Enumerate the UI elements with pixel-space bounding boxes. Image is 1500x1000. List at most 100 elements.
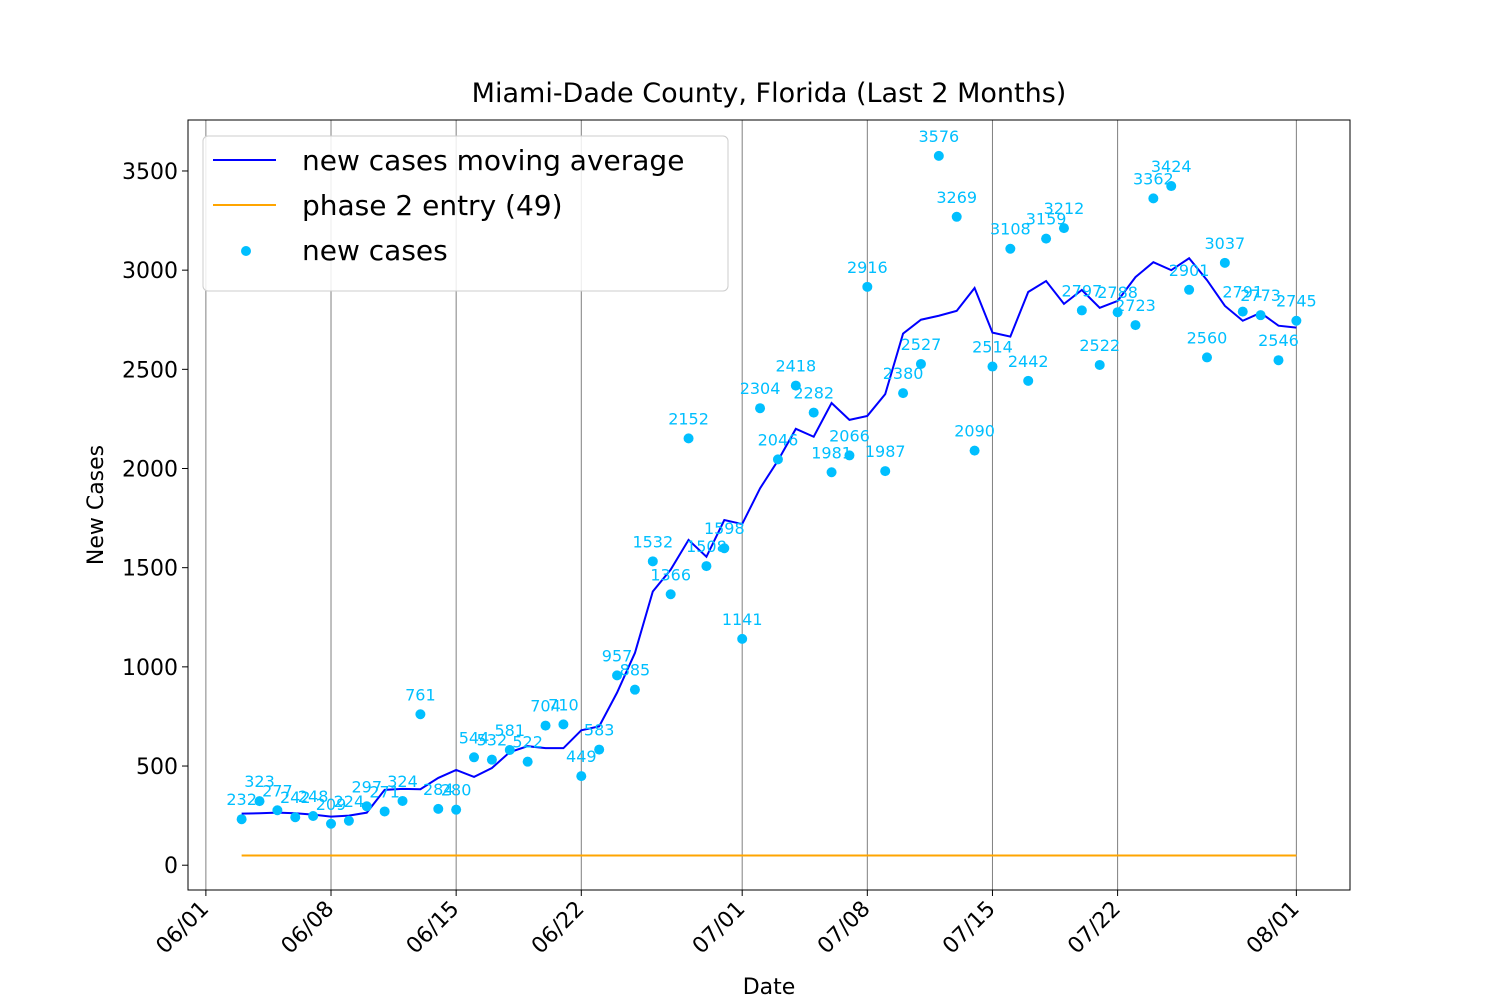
data-label: 581 — [495, 721, 526, 740]
scatter-point — [898, 388, 909, 399]
data-label: 323 — [244, 772, 275, 791]
y-tick-label: 1000 — [122, 656, 178, 681]
scatter-point — [272, 805, 283, 816]
scatter-point — [755, 403, 766, 414]
scatter-point — [522, 756, 533, 767]
data-label: 2418 — [775, 357, 816, 376]
scatter-point — [326, 818, 337, 829]
scatter-point — [504, 744, 515, 755]
data-label: 2066 — [829, 426, 870, 445]
y-tick-label: 1500 — [122, 557, 178, 582]
data-label: 761 — [405, 685, 436, 704]
data-label: 284 — [423, 780, 454, 799]
scatter-point — [576, 771, 587, 782]
scatter-point — [379, 806, 390, 817]
data-label: 2380 — [883, 364, 924, 383]
scatter-point — [647, 556, 658, 567]
data-label: 1508 — [686, 537, 727, 556]
data-label: 2916 — [847, 258, 888, 277]
data-label: 2304 — [740, 379, 781, 398]
data-label: 324 — [387, 772, 418, 791]
data-label: 2745 — [1276, 292, 1317, 311]
scatter-point — [433, 803, 444, 814]
scatter-point — [862, 281, 873, 292]
data-label: 3159 — [1026, 210, 1067, 229]
data-label: 280 — [441, 781, 472, 800]
data-label: 2442 — [1008, 352, 1049, 371]
data-label: 1532 — [632, 532, 673, 551]
data-label: 544 — [459, 728, 490, 747]
data-label: 1981 — [811, 443, 852, 462]
x-axis-label: Date — [743, 975, 796, 1000]
data-label: 2046 — [758, 430, 799, 449]
data-label: 704 — [530, 697, 561, 716]
data-label: 2282 — [793, 384, 834, 403]
scatter-point — [987, 361, 998, 372]
chart-title: Miami-Dade County, Florida (Last 2 Month… — [472, 78, 1067, 109]
data-label: 3269 — [936, 188, 977, 207]
scatter-point — [790, 380, 801, 391]
scatter-point — [933, 150, 944, 161]
data-label: 3212 — [1044, 199, 1085, 218]
data-label: 3362 — [1133, 169, 1174, 188]
data-label: 3037 — [1205, 234, 1246, 253]
data-label: 2901 — [1169, 261, 1210, 280]
data-label: 2090 — [954, 422, 995, 441]
data-label: 532 — [477, 731, 508, 750]
data-label: 1141 — [722, 610, 763, 629]
scatter-point — [1255, 310, 1266, 321]
scatter-point — [612, 670, 623, 681]
scatter-point — [665, 589, 676, 600]
y-tick-label: 2000 — [122, 458, 178, 483]
y-tick-label: 2500 — [122, 358, 178, 383]
scatter-point — [469, 752, 480, 763]
data-label: 248 — [298, 787, 329, 806]
legend-label: new cases — [302, 234, 448, 267]
legend-box — [202, 135, 729, 292]
scatter-point — [290, 812, 301, 823]
scatter-point — [826, 467, 837, 478]
data-label: 957 — [602, 646, 633, 665]
scatter-point — [1112, 307, 1123, 318]
data-label: 3424 — [1151, 157, 1192, 176]
data-label: 2514 — [972, 338, 1013, 357]
scatter-point — [701, 561, 712, 572]
data-label: 583 — [584, 721, 615, 740]
data-label: 209 — [316, 795, 347, 814]
data-label: 277 — [262, 781, 293, 800]
data-label: 232 — [226, 790, 257, 809]
scatter-point — [629, 684, 640, 695]
scatter-point — [1291, 315, 1302, 326]
y-tick-label: 3500 — [122, 160, 178, 185]
scatter-point — [969, 445, 980, 456]
legend-marker — [241, 246, 251, 256]
data-label: 3576 — [918, 127, 959, 146]
scatter-point — [808, 407, 819, 418]
y-tick-label: 3000 — [122, 259, 178, 284]
scatter-point — [880, 466, 891, 477]
scatter-point — [1094, 359, 1105, 370]
data-label: 297 — [351, 777, 382, 796]
legend-label: phase 2 entry (49) — [302, 189, 563, 222]
y-tick-label: 0 — [164, 854, 178, 879]
scatter-point — [772, 454, 783, 465]
legend-label: new cases moving average — [302, 144, 684, 177]
data-label: 2773 — [1240, 286, 1281, 305]
scatter-point — [683, 433, 694, 444]
scatter-point — [451, 804, 462, 815]
data-label: 449 — [566, 747, 597, 766]
scatter-point — [1130, 320, 1141, 331]
data-label: 3108 — [990, 220, 1031, 239]
data-label: 2527 — [901, 335, 942, 354]
scatter-point — [1184, 284, 1195, 295]
scatter-point — [737, 633, 748, 644]
scatter-point — [1219, 257, 1230, 268]
scatter-point — [343, 815, 354, 826]
data-label: 2546 — [1258, 331, 1299, 350]
data-label: 2797 — [1061, 281, 1102, 300]
scatter-point — [844, 450, 855, 461]
data-label: 242 — [280, 788, 311, 807]
scatter-point — [1237, 306, 1248, 317]
scatter-point — [1023, 375, 1034, 386]
